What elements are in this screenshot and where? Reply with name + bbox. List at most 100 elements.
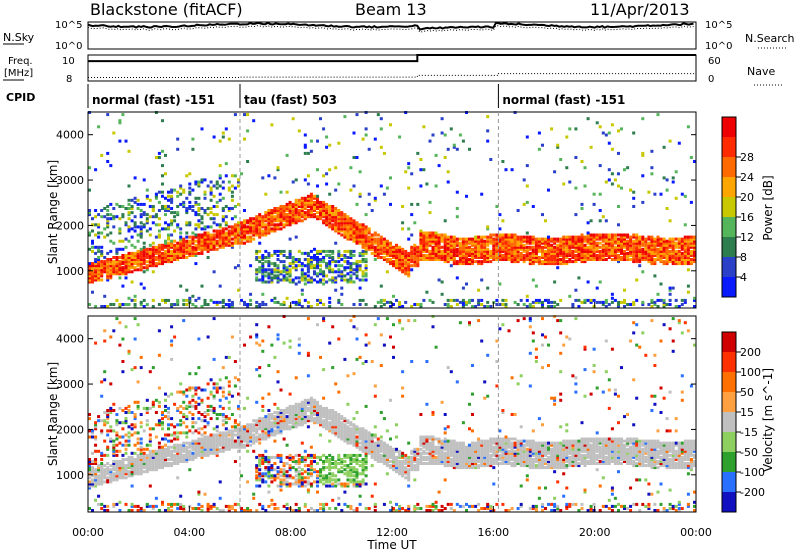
range-time-cell	[355, 235, 359, 239]
range-time-cell	[264, 231, 268, 235]
range-time-cell	[212, 241, 216, 245]
range-time-cell	[258, 476, 262, 480]
range-time-cell	[112, 215, 116, 219]
range-time-cell	[200, 180, 204, 184]
range-time-cell	[161, 245, 164, 249]
range-time-cell	[346, 233, 350, 237]
range-time-cell	[580, 207, 584, 210]
range-time-cell	[665, 260, 669, 264]
range-time-cell	[595, 243, 599, 247]
range-time-cell	[458, 249, 462, 253]
range-time-cell	[483, 243, 487, 247]
range-time-cell	[118, 406, 122, 410]
range-time-cell	[161, 453, 164, 457]
range-time-cell	[291, 406, 295, 410]
range-time-cell	[157, 235, 161, 239]
range-time-cell	[431, 235, 435, 239]
range-time-cell	[370, 243, 374, 247]
range-time-cell	[285, 270, 289, 274]
range-time-cell	[112, 462, 116, 465]
range-time-cell	[537, 239, 541, 243]
range-time-cell	[379, 251, 383, 255]
range-time-cell	[513, 256, 517, 259]
range-time-cell	[88, 482, 91, 486]
range-time-cell	[483, 260, 487, 264]
range-time-cell	[361, 249, 365, 253]
range-time-cell	[309, 213, 313, 217]
range-time-cell	[547, 300, 550, 304]
range-time-cell	[243, 437, 246, 441]
range-time-cell	[565, 254, 569, 257]
range-time-cell	[176, 423, 180, 427]
range-time-cell	[221, 298, 225, 302]
range-time-cell	[449, 243, 453, 247]
range-time-cell	[197, 296, 201, 300]
range-time-cell	[644, 243, 648, 247]
range-time-cell	[112, 256, 116, 259]
range-time-cell	[349, 264, 353, 268]
range-time-cell	[650, 172, 654, 176]
range-time-cell	[474, 254, 478, 257]
range-time-cell	[203, 451, 207, 455]
range-time-cell	[288, 264, 292, 268]
range-time-cell	[671, 180, 675, 184]
range-time-cell	[604, 249, 608, 253]
range-time-cell	[94, 435, 98, 439]
range-time-cell	[252, 427, 256, 431]
range-time-cell	[179, 241, 183, 245]
range-time-cell	[395, 251, 398, 255]
range-time-cell	[188, 172, 192, 176]
range-time-cell	[367, 237, 371, 241]
range-time-cell	[480, 254, 484, 257]
range-time-cell	[197, 507, 201, 510]
range-time-cell	[197, 443, 201, 447]
range-time-cell	[455, 262, 459, 266]
range-time-cell	[343, 223, 347, 227]
range-time-cell	[428, 237, 432, 241]
range-time-cell	[288, 406, 292, 410]
range-time-cell	[246, 239, 250, 243]
range-time-cell	[489, 305, 493, 308]
range-time-cell	[133, 221, 137, 225]
range-time-cell	[446, 147, 450, 151]
range-time-cell	[683, 194, 687, 198]
range-time-cell	[157, 233, 161, 237]
range-time-cell	[507, 247, 511, 251]
range-time-cell	[255, 256, 259, 259]
range-time-cell	[477, 254, 481, 257]
range-time-cell	[632, 235, 636, 239]
range-time-cell	[218, 439, 222, 443]
range-time-cell	[279, 423, 283, 427]
range-time-cell	[337, 254, 341, 257]
range-time-cell	[237, 431, 240, 435]
range-time-cell	[565, 247, 569, 251]
range-time-cell	[328, 296, 332, 300]
range-time-cell	[461, 286, 465, 290]
range-time-cell	[437, 245, 441, 249]
range-time-cell	[410, 247, 414, 251]
range-time-cell	[279, 219, 283, 223]
range-time-cell	[230, 303, 234, 306]
range-time-cell	[650, 237, 654, 241]
range-time-cell	[291, 409, 295, 412]
range-time-cell	[349, 251, 353, 255]
range-time-cell	[589, 249, 593, 253]
range-time-cell	[395, 249, 398, 253]
range-time-cell	[255, 427, 259, 431]
range-time-cell	[276, 168, 280, 172]
range-time-cell	[94, 245, 98, 249]
range-time-cell	[200, 227, 204, 231]
range-time-cell	[151, 402, 155, 406]
range-time-cell	[659, 243, 663, 247]
range-time-cell	[170, 464, 174, 468]
range-time-cell	[221, 509, 225, 512]
range-time-cell	[683, 247, 687, 251]
range-time-cell	[121, 409, 125, 412]
range-time-cell	[583, 249, 587, 253]
range-time-cell	[130, 474, 134, 478]
range-time-cell	[203, 247, 207, 251]
range-time-cell	[349, 262, 353, 266]
range-time-cell	[455, 243, 459, 247]
range-time-cell	[389, 251, 392, 255]
range-time-cell	[665, 241, 669, 245]
